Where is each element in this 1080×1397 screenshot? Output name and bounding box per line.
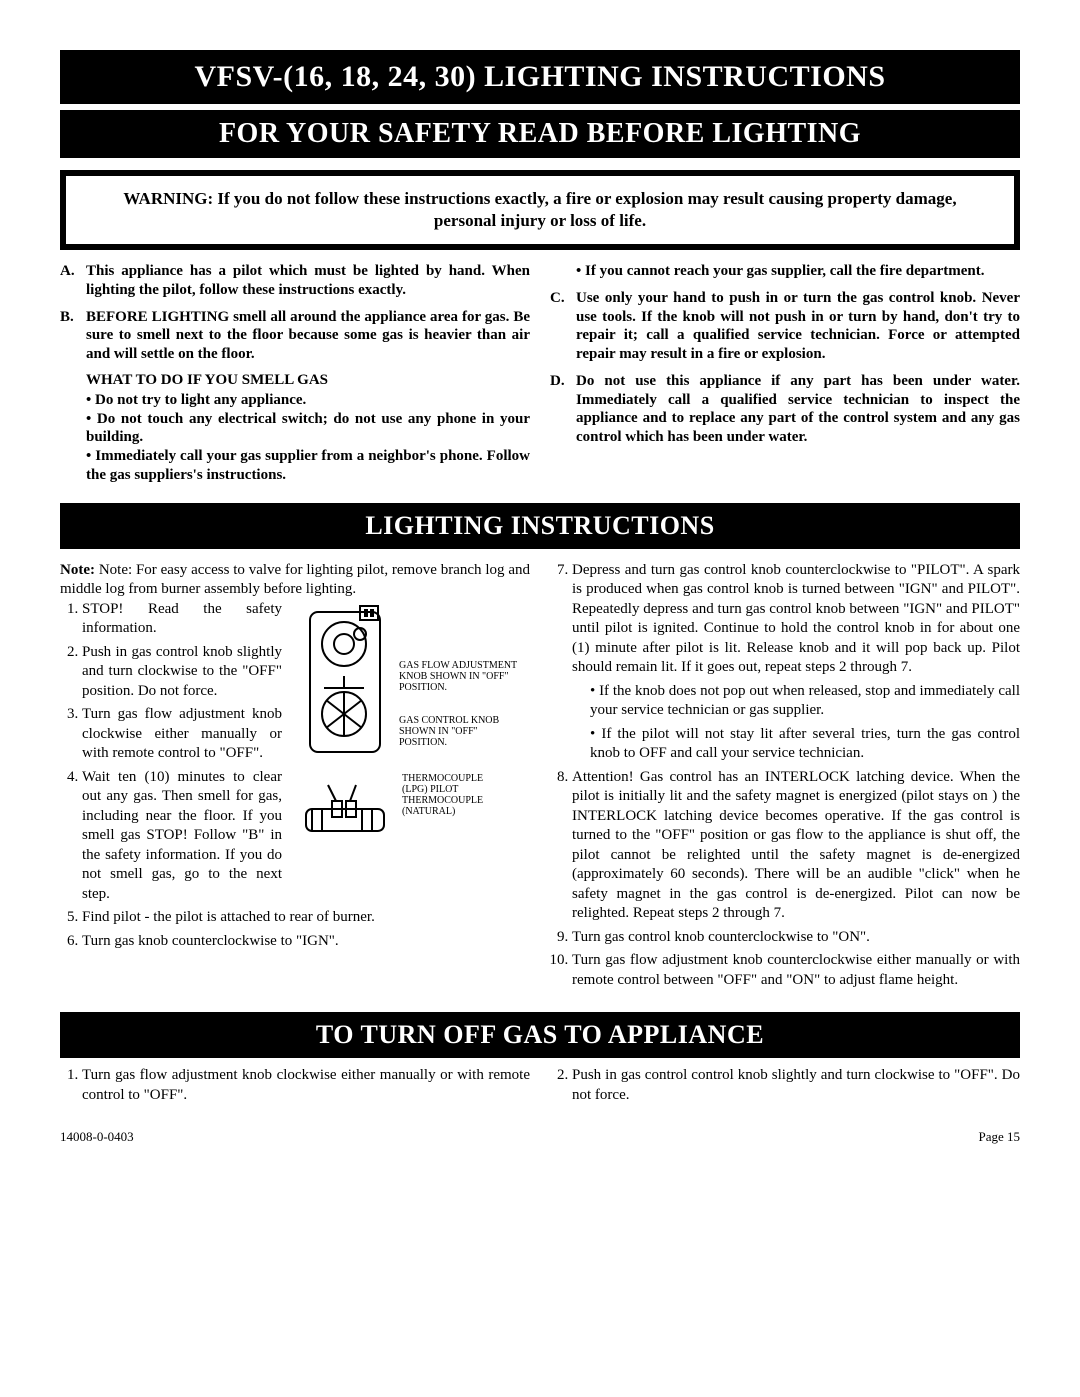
footer-code: 14008-0-0403 xyxy=(60,1129,134,1145)
turnoff-col-left: Turn gas flow adjustment knob clockwise … xyxy=(60,1066,530,1109)
warning-box: WARNING: If you do not follow these inst… xyxy=(60,170,1020,250)
diagram-label-2c: POSITION. xyxy=(399,737,517,748)
step-7-b1: If the knob does not pop out when releas… xyxy=(590,682,1020,721)
pilot-diagram-icon xyxy=(300,773,400,843)
step-7-b2: If the pilot will not stay lit after sev… xyxy=(590,725,1020,764)
step-9: Turn gas control knob counterclockwise t… xyxy=(572,928,1020,948)
item-d: D.Do not use this appliance if any part … xyxy=(550,372,1020,447)
smell-b1: Do not try to light any appliance. xyxy=(86,391,530,410)
control-diagram: GAS FLOW ADJUSTMENT KNOB SHOWN IN "OFF" … xyxy=(300,604,530,843)
diagram-label-3e: (NATURAL) xyxy=(402,806,483,817)
turnoff-col-right: Push in gas control control knob slightl… xyxy=(550,1066,1020,1109)
smell-b4: If you cannot reach your gas supplier, c… xyxy=(576,262,1020,281)
safety-col-right: If you cannot reach your gas supplier, c… xyxy=(550,262,1020,485)
step-5: Find pilot - the pilot is attached to re… xyxy=(82,908,530,928)
diagram-label-2b: SHOWN IN "OFF" xyxy=(399,726,517,737)
safety-columns: A.This appliance has a pilot which must … xyxy=(60,262,1020,485)
turnoff-1: Turn gas flow adjustment knob clockwise … xyxy=(82,1066,530,1105)
diagram-label-3b: (LPG) PILOT xyxy=(402,784,483,795)
turnoff-columns: Turn gas flow adjustment knob clockwise … xyxy=(60,1066,1020,1109)
turnoff-2: Push in gas control control knob slightl… xyxy=(572,1066,1020,1105)
item-a: A.This appliance has a pilot which must … xyxy=(60,262,530,300)
footer-page: Page 15 xyxy=(978,1129,1020,1145)
instructions-col-right: Depress and turn gas control knob counte… xyxy=(550,561,1020,995)
smell-b2: Do not touch any electrical switch; do n… xyxy=(86,410,530,448)
instructions-columns: Note: Note: For easy access to valve for… xyxy=(60,561,1020,995)
title-bar: VFSV-(16, 18, 24, 30) LIGHTING INSTRUCTI… xyxy=(60,50,1020,104)
smell-heading: WHAT TO DO IF YOU SMELL GAS xyxy=(86,372,530,389)
note: Note: Note: For easy access to valve for… xyxy=(60,561,530,600)
step-7: Depress and turn gas control knob counte… xyxy=(572,561,1020,764)
diagram-label-3a: THERMOCOUPLE xyxy=(402,773,483,784)
item-c: C.Use only your hand to push in or turn … xyxy=(550,289,1020,364)
turnoff-title-bar: TO TURN OFF GAS TO APPLIANCE xyxy=(60,1012,1020,1058)
footer: 14008-0-0403 Page 15 xyxy=(60,1129,1020,1145)
gas-valve-icon xyxy=(300,604,395,759)
step-8: Attention! Gas control has an INTERLOCK … xyxy=(572,768,1020,924)
lighting-title-bar: LIGHTING INSTRUCTIONS xyxy=(60,503,1020,549)
instructions-col-left: Note: Note: For easy access to valve for… xyxy=(60,561,530,995)
step-10: Turn gas flow adjustment knob counterclo… xyxy=(572,951,1020,990)
diagram-label-1b: KNOB SHOWN IN "OFF" xyxy=(399,671,517,682)
safety-col-left: A.This appliance has a pilot which must … xyxy=(60,262,530,485)
note-text: Note: For easy access to valve for light… xyxy=(60,562,530,598)
diagram-label-1c: POSITION. xyxy=(399,682,517,693)
diagram-label-2a: GAS CONTROL KNOB xyxy=(399,715,517,726)
diagram-label-1a: GAS FLOW ADJUSTMENT xyxy=(399,660,517,671)
diagram-label-3d: THERMOCOUPLE xyxy=(402,795,483,806)
item-b: B.BEFORE LIGHTING smell all around the a… xyxy=(60,308,530,364)
step-6: Turn gas knob counterclockwise to "IGN". xyxy=(82,932,530,952)
safety-title-bar: FOR YOUR SAFETY READ BEFORE LIGHTING xyxy=(60,110,1020,158)
smell-b3: Immediately call your gas supplier from … xyxy=(86,447,530,485)
